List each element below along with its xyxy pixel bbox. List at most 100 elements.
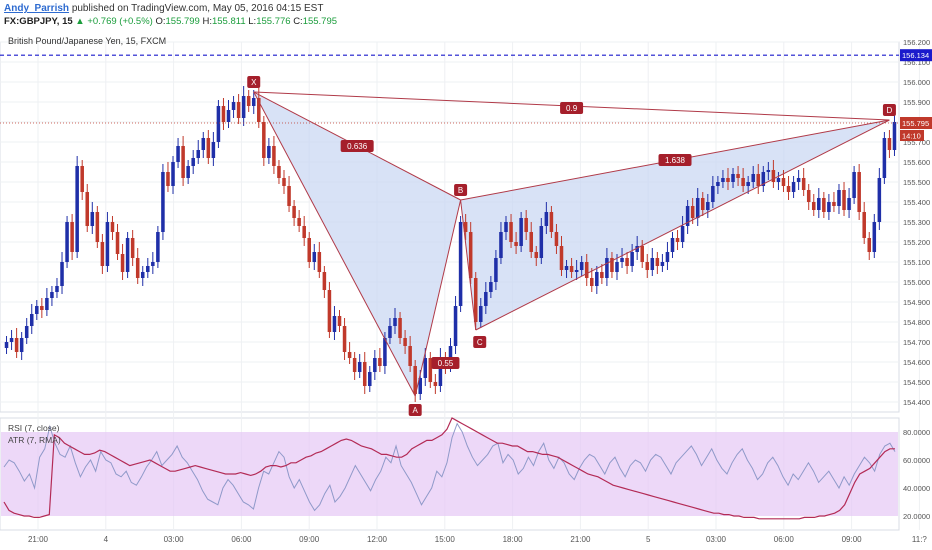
candle-body bbox=[60, 262, 64, 286]
candle-body bbox=[892, 122, 897, 150]
candle-body bbox=[130, 238, 135, 258]
change-value: +0.769 (+0.5%) bbox=[87, 16, 153, 27]
candle-body bbox=[29, 314, 34, 326]
price-tick-label: 155.400 bbox=[903, 198, 930, 207]
candle-body bbox=[549, 212, 554, 232]
candle-body bbox=[504, 222, 508, 232]
point-x-label: X bbox=[251, 78, 257, 87]
atr-line bbox=[3, 417, 895, 520]
candle-body bbox=[589, 278, 594, 286]
time-tick-label: 4 bbox=[104, 535, 109, 544]
time-tick-label: 15:00 bbox=[435, 535, 456, 544]
point-a-label: A bbox=[413, 406, 419, 415]
candle-body bbox=[196, 150, 201, 158]
rsi-band bbox=[1, 432, 898, 516]
price-chart[interactable]: 21:00 4 03:00 06:00 09:00 12:00 15:00 18:00 21:0… bbox=[0, 30, 932, 550]
publish-info: published on TradingView.com, May 05, 20… bbox=[71, 3, 324, 14]
ratio-0-9-tag bbox=[560, 102, 584, 114]
candle-body bbox=[206, 138, 211, 158]
candle-body bbox=[388, 326, 392, 338]
level-line-tag bbox=[900, 49, 932, 62]
candle-body bbox=[786, 186, 791, 192]
candle-body bbox=[120, 254, 125, 272]
candle-body bbox=[796, 178, 801, 182]
candle-body bbox=[302, 226, 306, 238]
candle-body bbox=[756, 174, 761, 186]
open-value: 155.799 bbox=[165, 16, 200, 27]
candle-body bbox=[625, 258, 629, 266]
point-c-label-tag bbox=[473, 336, 487, 348]
candle-body bbox=[781, 178, 786, 186]
candle-body bbox=[55, 286, 59, 292]
candle-body bbox=[600, 272, 604, 278]
candle-body bbox=[630, 252, 634, 266]
candle-body bbox=[282, 178, 286, 186]
candle-body bbox=[655, 258, 660, 266]
candle-body bbox=[95, 212, 100, 242]
candle-body bbox=[241, 96, 246, 118]
candle-body bbox=[746, 182, 750, 186]
candle-body bbox=[706, 202, 710, 210]
time-tick-label: 06:00 bbox=[231, 535, 252, 544]
candle-body bbox=[45, 298, 49, 310]
candle-body bbox=[801, 178, 806, 190]
time-tick-label: 09:00 bbox=[842, 535, 863, 544]
candle-body bbox=[736, 174, 740, 178]
time-tick-label: 12:00 bbox=[367, 535, 388, 544]
candle-body bbox=[100, 242, 105, 266]
candle-body bbox=[761, 172, 766, 186]
candle-body bbox=[176, 146, 180, 162]
point-b-label-tag bbox=[454, 184, 468, 196]
price-tick-label: 155.000 bbox=[903, 278, 930, 287]
candle-body bbox=[342, 326, 347, 352]
candle-body bbox=[368, 372, 372, 386]
candle-body bbox=[151, 262, 155, 266]
candle-body bbox=[811, 202, 816, 210]
candle-body bbox=[211, 142, 216, 158]
author-link[interactable]: Andy_Parrish bbox=[4, 3, 70, 14]
candle-body bbox=[766, 170, 771, 172]
candle-body bbox=[267, 146, 271, 158]
ohlc-line: FX:GBPJPY, 15 ▲ +0.769 (+0.5%) O:155.799… bbox=[4, 16, 337, 27]
candle-body bbox=[544, 212, 549, 226]
candle-body bbox=[403, 338, 407, 346]
last-price-tag bbox=[900, 117, 932, 129]
xab-triangle bbox=[253, 92, 461, 396]
candle-body bbox=[125, 238, 130, 272]
candle-body bbox=[716, 182, 720, 186]
rsi-line bbox=[3, 422, 896, 512]
candle-body bbox=[312, 252, 317, 262]
candle-body bbox=[262, 122, 266, 158]
candle-body bbox=[791, 182, 796, 192]
candle-body bbox=[65, 222, 69, 262]
point-x-label-tag bbox=[247, 76, 261, 88]
candle-body bbox=[156, 232, 160, 262]
price-tick-label: 154.500 bbox=[903, 378, 930, 387]
candle-body bbox=[191, 158, 195, 166]
candle-body bbox=[307, 238, 312, 262]
ratio-0-9: 0.9 bbox=[566, 104, 578, 113]
candle-body bbox=[827, 202, 831, 212]
candle-body bbox=[135, 258, 140, 278]
candle-body bbox=[887, 138, 892, 150]
candle-body bbox=[35, 306, 39, 314]
candle-body bbox=[690, 206, 695, 218]
candle-body bbox=[453, 306, 458, 346]
candle-body bbox=[75, 166, 79, 252]
price-tick-label: 155.700 bbox=[903, 138, 930, 147]
pattern-leg bbox=[414, 199, 462, 397]
time-tick-label: 03:00 bbox=[164, 535, 185, 544]
chart-header: Andy_Parrish published on TradingView.co… bbox=[0, 0, 932, 30]
candle-body bbox=[509, 222, 513, 242]
candle-body bbox=[322, 272, 327, 290]
candle-body bbox=[146, 266, 150, 272]
countdown-tag bbox=[900, 130, 924, 141]
point-d-label-tag bbox=[882, 104, 896, 116]
candle-body bbox=[771, 170, 776, 182]
candle-body bbox=[24, 326, 29, 338]
candle-body bbox=[806, 190, 811, 202]
candle-body bbox=[635, 246, 639, 252]
candle-body bbox=[257, 98, 261, 122]
candle-body bbox=[726, 178, 730, 182]
candle-body bbox=[741, 178, 745, 186]
